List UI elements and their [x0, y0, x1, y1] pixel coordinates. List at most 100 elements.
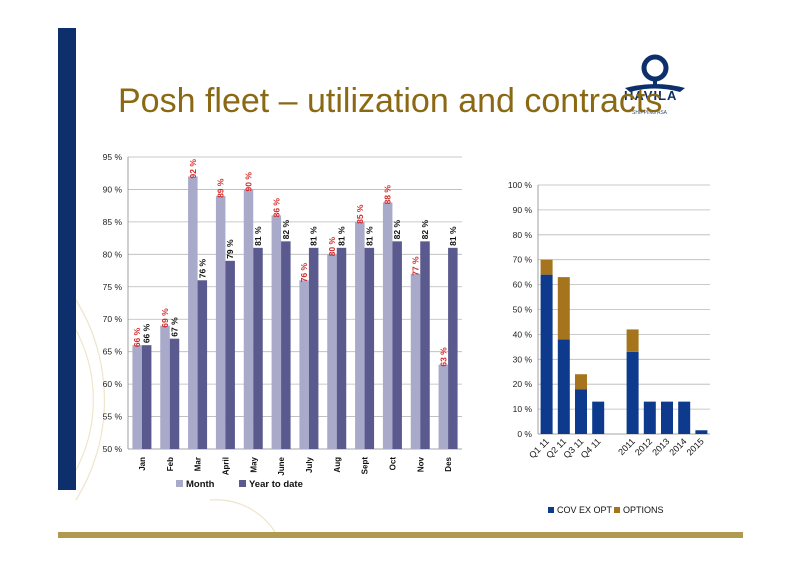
- logo-name: HAVILA: [624, 88, 678, 103]
- ytd-data-label: 81 %: [364, 226, 374, 246]
- x-tick-label: Des: [444, 456, 453, 471]
- x-tick-label: Q4 11: [579, 436, 603, 460]
- ytd-data-label: 76 %: [197, 258, 207, 278]
- cov-ex-opt-bar: [575, 389, 587, 434]
- month-data-label: 89 %: [216, 178, 226, 198]
- ytd-data-label: 82 %: [420, 220, 430, 240]
- ytd-bar: [308, 247, 319, 449]
- month-data-label: 76 %: [299, 262, 309, 282]
- ytd-bar: [448, 247, 458, 449]
- ytd-bar: [392, 241, 402, 449]
- legend-label-cov: COV EX OPT: [557, 505, 613, 515]
- x-tick-label: May: [249, 456, 258, 472]
- x-tick-label: April: [221, 457, 230, 475]
- ytd-data-label: 81 %: [253, 226, 263, 246]
- legend-swatch-cov: [548, 507, 554, 513]
- ytd-data-label: 67 %: [170, 317, 180, 337]
- y-tick-label: 55 %: [103, 412, 123, 422]
- month-data-label: 86 %: [271, 198, 281, 218]
- month-data-label: 90 %: [244, 172, 254, 192]
- legend-swatch-options: [614, 507, 620, 513]
- x-tick-label: 2014: [667, 436, 688, 457]
- y-tick-label: 100 %: [508, 180, 533, 190]
- month-bar: [299, 280, 309, 449]
- legend-label-ytd: Year to date: [249, 479, 303, 490]
- month-bar: [271, 215, 282, 449]
- options-bar: [557, 277, 570, 340]
- x-tick-label: Oct: [388, 457, 397, 471]
- month-bar: [382, 202, 393, 449]
- y-tick-label: 60 %: [103, 379, 123, 389]
- havila-logo-icon: [625, 54, 685, 92]
- ytd-bar: [420, 241, 430, 449]
- options-bar: [540, 259, 553, 275]
- month-data-label: 88 %: [383, 185, 393, 205]
- x-tick-label: July: [305, 456, 314, 473]
- cov-ex-opt-bar: [695, 430, 708, 434]
- x-tick-label: Mar: [194, 457, 203, 471]
- legend-label-options: OPTIONS: [623, 505, 664, 515]
- month-data-label: 69 %: [160, 308, 170, 328]
- legend-label-month: Month: [186, 479, 215, 490]
- x-tick-label: Sept: [361, 457, 370, 475]
- cov-ex-opt-bar: [626, 351, 639, 434]
- x-tick-label: Aug: [333, 457, 342, 473]
- y-tick-label: 60 %: [513, 280, 533, 290]
- month-bar: [215, 195, 226, 449]
- cov-ex-opt-bar: [661, 401, 673, 434]
- legend-swatch-ytd: [239, 480, 246, 487]
- y-tick-label: 80 %: [103, 249, 123, 259]
- ytd-bar: [364, 247, 375, 449]
- month-bar: [438, 364, 449, 449]
- y-tick-label: 30 %: [513, 354, 533, 364]
- ytd-bar: [169, 338, 180, 449]
- options-bar: [626, 329, 639, 352]
- x-tick-label: Feb: [166, 457, 175, 471]
- ytd-bar: [336, 247, 347, 449]
- month-bar: [355, 221, 365, 449]
- y-tick-label: 90 %: [513, 205, 533, 215]
- month-bar: [327, 254, 337, 449]
- footer-accent-line: [58, 532, 743, 538]
- month-data-label: 77 %: [411, 256, 421, 276]
- month-data-label: 92 %: [188, 159, 198, 179]
- y-tick-label: 20 %: [513, 379, 533, 389]
- cov-ex-opt-bar: [592, 401, 605, 434]
- y-tick-label: 0 %: [517, 429, 532, 439]
- page-title: Posh fleet – utilization and contracts: [118, 82, 663, 120]
- ytd-data-label: 81 %: [309, 226, 319, 246]
- y-tick-label: 85 %: [103, 217, 123, 227]
- month-bar: [160, 325, 170, 449]
- month-bar: [188, 176, 198, 449]
- cov-ex-opt-bar: [678, 401, 691, 434]
- x-tick-label: June: [277, 456, 286, 475]
- y-tick-label: 40 %: [513, 329, 533, 339]
- left-accent-band: [58, 28, 76, 490]
- x-tick-label: 2011: [616, 436, 637, 457]
- y-tick-label: 80 %: [513, 230, 533, 240]
- ytd-bar: [225, 260, 235, 449]
- ytd-data-label: 82 %: [281, 220, 291, 240]
- x-tick-label: Jan: [138, 457, 147, 471]
- x-tick-label: 2015: [685, 436, 706, 457]
- x-tick-label: Nov: [416, 456, 425, 472]
- ytd-data-label: 66 %: [142, 323, 152, 343]
- y-tick-label: 95 %: [103, 152, 123, 162]
- y-tick-label: 70 %: [513, 255, 533, 265]
- month-data-label: 80 %: [327, 237, 337, 257]
- ytd-data-label: 79 %: [225, 239, 235, 259]
- logo-tagline: SHIPPING ASA: [632, 110, 668, 116]
- cov-ex-opt-bar: [557, 339, 570, 434]
- ytd-bar: [253, 247, 263, 449]
- ytd-data-label: 82 %: [392, 220, 402, 240]
- y-tick-label: 65 %: [103, 347, 123, 357]
- y-tick-label: 90 %: [103, 184, 123, 194]
- options-bar: [575, 374, 587, 390]
- month-data-label: 85 %: [355, 204, 365, 224]
- month-bar: [132, 345, 142, 449]
- x-tick-label: 2012: [633, 436, 654, 457]
- y-tick-label: 50 %: [103, 444, 123, 454]
